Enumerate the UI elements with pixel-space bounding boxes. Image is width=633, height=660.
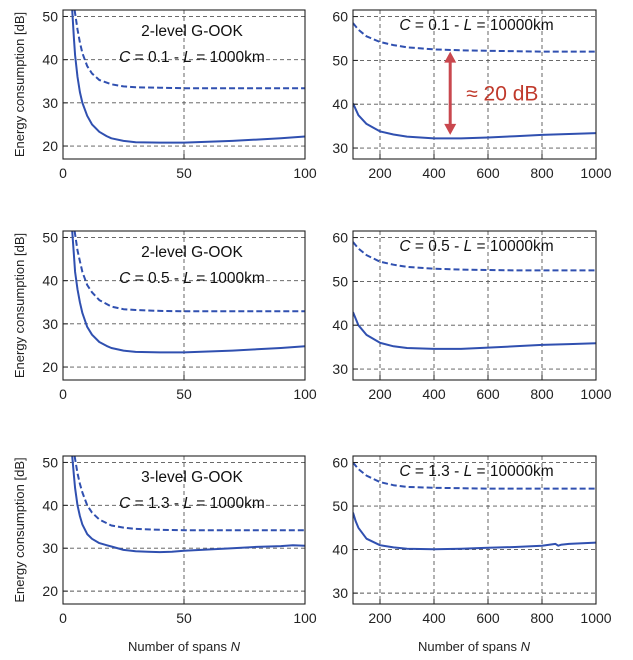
callout-arrow-head-down: [444, 123, 457, 135]
y-tick-label: 40: [332, 542, 348, 558]
x-tick-label: 50: [176, 165, 192, 181]
x-tick-label: 600: [476, 165, 500, 181]
y-tick-label: 40: [42, 52, 58, 68]
annotation-params: C = 0.5 - L = 10000km: [399, 238, 553, 255]
panel-3: 20 30 40 50 0 50 100 2-level G-OOK C = 0.5 - L =…: [42, 229, 316, 402]
dashed-series-line: [353, 461, 596, 490]
y-tick-label: 20: [42, 138, 58, 154]
y-tick-label: 30: [332, 585, 348, 601]
x-tick-label: 600: [476, 386, 500, 402]
x-tick-label: 200: [368, 610, 392, 626]
x-tick-label: 0: [59, 386, 67, 402]
x-tick-label: 1000: [580, 386, 611, 402]
x-tick-label: 0: [59, 165, 67, 181]
y-tick-label: 40: [332, 317, 348, 333]
x-tick-label: 400: [422, 165, 446, 181]
solid-series-line: [71, 456, 305, 554]
x-tick-label: 1000: [580, 165, 611, 181]
y-tick-label: 30: [42, 316, 58, 332]
panel-5: 20 30 40 50 0 50 100 3-level G-OOK C = 1.3 - L =…: [42, 454, 316, 626]
y-tick-label: 40: [42, 273, 58, 289]
x-tick-label: 600: [476, 610, 500, 626]
annotation-params: C = 1.3 - L = 10000km: [399, 463, 553, 480]
x-tick-label: 200: [368, 165, 392, 181]
x-tick-label: 100: [293, 165, 317, 181]
dashed-series-line: [73, 231, 305, 313]
y-tick-label: 60: [332, 230, 348, 246]
y-tick-label: 50: [332, 498, 348, 514]
solid-series-line: [71, 10, 305, 144]
plot-frame: [352, 455, 597, 605]
y-tick-label: 30: [332, 361, 348, 377]
dashed-series-line: [73, 456, 305, 532]
callout-arrow-head-up: [444, 51, 457, 63]
y-tick-label: 40: [332, 96, 348, 112]
y-tick-label: 50: [42, 8, 58, 24]
solid-series-line: [353, 512, 596, 551]
y-tick-label: 30: [42, 95, 58, 111]
solid-series-line: [353, 102, 596, 140]
panel-6: 30 40 50 60 200 400 600 800 1000 C = 1.3 - L = 10…: [332, 455, 611, 626]
panel-4: 30 40 50 60 200 400 600 800 1000 C = 0.5 - L = 10…: [332, 230, 611, 402]
x-tick-label: 400: [422, 386, 446, 402]
x-tick-label: 50: [176, 386, 192, 402]
plot-frame: [352, 230, 597, 381]
x-tick-label: 800: [530, 386, 554, 402]
x-tick-label: 800: [530, 165, 554, 181]
x-tick-label: 200: [368, 386, 392, 402]
y-axis-label: Energy consumption [dB]: [12, 457, 27, 602]
dashed-series-line: [353, 22, 596, 53]
y-tick-label: 50: [42, 454, 58, 470]
callout-label: ≈ 20 dB: [466, 82, 538, 105]
dashed-series-line: [353, 241, 596, 272]
annotation-scheme: 2-level G-OOK: [141, 244, 243, 261]
y-tick-label: 50: [332, 273, 348, 289]
x-axis-label: Number of spans N: [128, 639, 241, 654]
x-tick-label: 400: [422, 610, 446, 626]
panel-1: 20 30 40 50 0 50 100 2-level G-OOK C = 0.1 - L =…: [42, 8, 316, 181]
x-tick-label: 50: [176, 610, 192, 626]
dashed-series-line: [73, 10, 305, 90]
annotation-scheme: 3-level G-OOK: [141, 469, 243, 486]
y-tick-label: 50: [42, 229, 58, 245]
x-axis-label: Number of spans N: [418, 639, 531, 654]
y-tick-label: 20: [42, 583, 58, 599]
y-tick-label: 60: [332, 9, 348, 25]
solid-series-line: [71, 231, 305, 354]
x-tick-label: 100: [293, 610, 317, 626]
annotation-params: C = 1.3 - L = 1000km: [119, 495, 265, 512]
annotation-params: C = 0.1 - L = 1000km: [119, 49, 265, 66]
plot-frame: [352, 9, 597, 160]
y-axis-label: Energy consumption [dB]: [12, 233, 27, 378]
panel-2: 30 40 50 60 200 400 600 800 1000 C = 0.1 - L = 10…: [332, 9, 611, 181]
x-tick-label: 1000: [580, 610, 611, 626]
annotation-scheme: 2-level G-OOK: [141, 23, 243, 40]
y-tick-label: 40: [42, 497, 58, 513]
y-tick-label: 60: [332, 455, 348, 471]
y-tick-label: 30: [332, 140, 348, 156]
x-tick-label: 800: [530, 610, 554, 626]
annotation-params: C = 0.1 - L = 10000km: [399, 17, 553, 34]
y-tick-label: 20: [42, 359, 58, 375]
y-tick-label: 50: [332, 52, 348, 68]
x-tick-label: 0: [59, 610, 67, 626]
annotation-params: C = 0.5 - L = 1000km: [119, 270, 265, 287]
y-axis-label: Energy consumption [dB]: [12, 12, 27, 157]
y-tick-label: 30: [42, 540, 58, 556]
x-tick-label: 100: [293, 386, 317, 402]
solid-series-line: [353, 311, 596, 350]
